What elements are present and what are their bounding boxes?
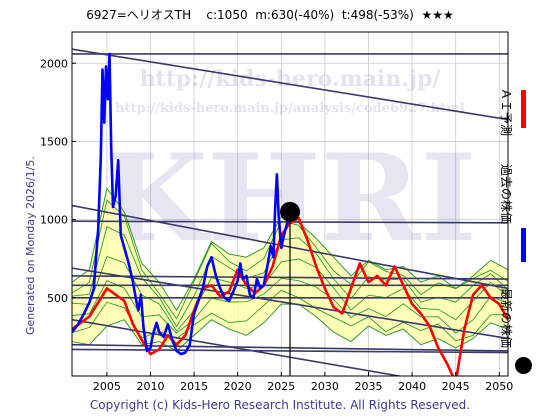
x-tick-label: 2005 bbox=[93, 380, 121, 393]
x-tick-label: 2030 bbox=[311, 380, 339, 393]
legend-latest-label: 最新の株価 bbox=[499, 288, 513, 349]
y-tick-label: 1500 bbox=[40, 135, 68, 148]
watermark-url-analysis: http://kids-hero.main.jp/analysis/code69… bbox=[115, 101, 465, 116]
legend-ai-label: ＡＩ予測 bbox=[499, 88, 513, 137]
y-tick-label: 2000 bbox=[40, 57, 68, 70]
current-marker bbox=[280, 201, 300, 376]
x-tick-label: 2035 bbox=[354, 380, 382, 393]
latest-price-dot bbox=[280, 201, 300, 222]
x-tick-label: 2020 bbox=[224, 380, 252, 393]
legend-past-swatch bbox=[521, 228, 526, 262]
header-title: 6927=ヘリオスTH c:1050 m:630(-40%) t:498(-53… bbox=[86, 8, 454, 22]
x-tick-label: 2025 bbox=[267, 380, 295, 393]
watermark-url: http://kids-hero.main.jp/ bbox=[140, 66, 442, 92]
trendline bbox=[72, 48, 508, 121]
plot-frame bbox=[71, 31, 509, 377]
legend-latest-dot bbox=[515, 357, 532, 374]
y-tick-label: 1000 bbox=[40, 214, 68, 227]
x-tick-label: 2010 bbox=[136, 380, 164, 393]
x-tick-label: 2045 bbox=[442, 380, 470, 393]
past-price-line bbox=[72, 52, 292, 356]
legend-ai-swatch bbox=[521, 90, 526, 128]
x-tick-label: 2050 bbox=[485, 380, 513, 393]
y-tick-label: 500 bbox=[47, 292, 68, 305]
x-tick-label: 2040 bbox=[398, 380, 426, 393]
legend-past-label: 過去の株価 bbox=[499, 164, 513, 225]
axis-ticks: 2005 2010 2015 2020 2025 2030 2035 2040 2045 2050… bbox=[40, 57, 513, 393]
x-tick-label: 2015 bbox=[180, 380, 208, 393]
footer-copyright: Copyright (c) Kids-Hero Research Institu… bbox=[89, 398, 471, 412]
